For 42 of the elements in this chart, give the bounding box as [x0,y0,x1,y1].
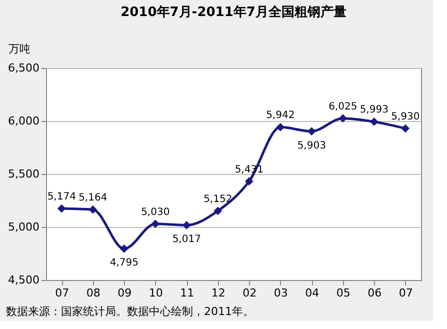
data-label: 4,795 [110,258,138,269]
y-tick-label: 6,500 [8,62,40,74]
data-label: 5,930 [391,111,420,122]
data-label: 5,017 [172,234,201,246]
x-tick-label: 04 [305,286,320,300]
chart-title: 2010年7月-2011年7月全国粗钢产量 [120,4,346,20]
x-tick-label: 11 [180,286,194,300]
x-tick-label: 03 [274,286,288,300]
x-tick-label: 05 [336,286,350,300]
point [244,177,254,186]
x-tick-label: 09 [118,286,132,300]
x-tick-label: 10 [148,286,163,300]
point [276,122,285,132]
data-label: 5,942 [266,110,295,122]
x-tick-label: 07 [55,286,70,300]
point [214,206,222,216]
point [151,220,160,228]
x-tick-label: 12 [211,286,226,300]
point [57,204,66,213]
point [182,221,191,230]
y-tick-label: 6,000 [8,114,40,128]
y-tick-label: 5,500 [8,168,40,180]
point [338,114,348,123]
y-tick-label: 4,500 [8,274,40,286]
x-tick-label: 08 [86,286,100,300]
data-label: 5,030 [141,206,170,218]
y-tick-label: 5,000 [8,220,40,234]
point [370,118,378,126]
x-tick-label: 07 [398,286,413,300]
data-label: 5,174 [47,192,76,203]
data-label: 5,164 [78,192,108,204]
source-note: 数据来源：国家统计局。数据中心绘制，2011年。 [6,305,254,318]
data-label: 5,903 [297,140,326,152]
point [401,124,410,133]
y-axis-title: 万吨 [8,42,30,56]
x-tick-label: 06 [368,286,382,300]
point [120,244,128,253]
point [88,205,98,214]
data-label: 5,993 [360,104,388,116]
data-label: 5,152 [204,194,232,205]
data-label: 6,025 [328,101,358,112]
x-tick-label: 02 [242,286,257,300]
